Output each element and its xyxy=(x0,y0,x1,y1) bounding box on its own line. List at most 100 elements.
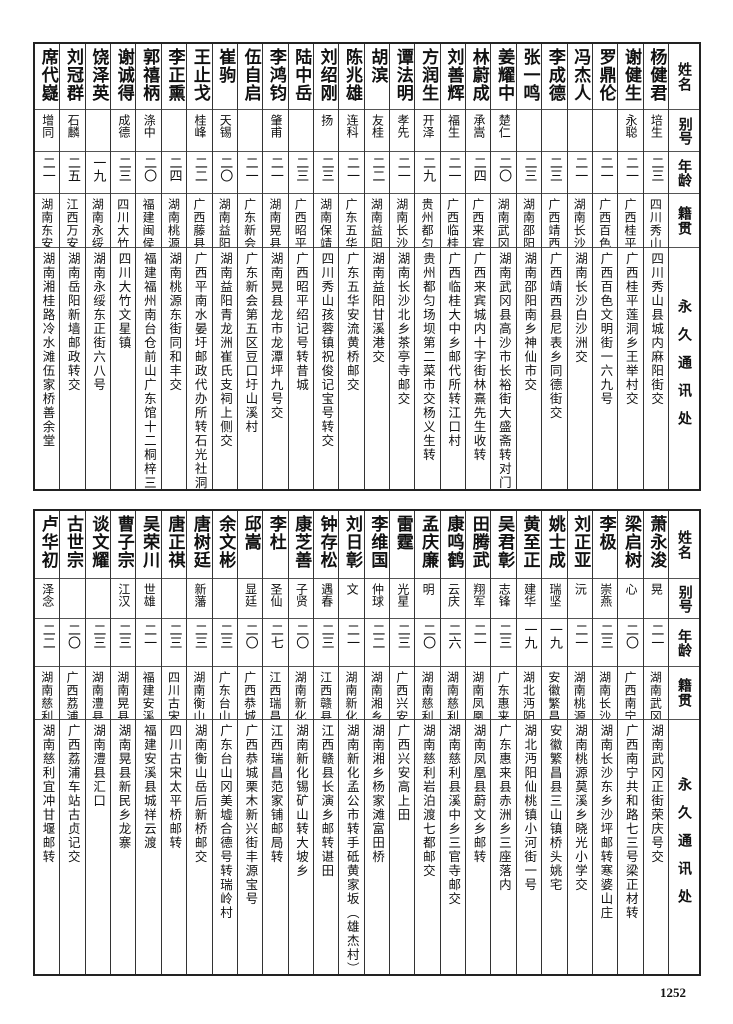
person-alias: 泽念 xyxy=(40,583,55,607)
person-address: 四川大竹文星镇 xyxy=(116,252,132,350)
person-age-cell: 二三 xyxy=(111,619,136,667)
person-origin-cell: 湖南武冈 xyxy=(491,194,516,248)
person-name-cell: 冯杰人 xyxy=(567,44,592,110)
person-alias-cell: 培生 xyxy=(643,110,668,152)
person-name: 姚士成 xyxy=(544,515,565,569)
person-alias-cell: 世雄 xyxy=(136,579,161,619)
person-origin: 广西荔浦 xyxy=(65,671,80,720)
person-origin-cell: 广东台山 xyxy=(212,667,237,720)
person-origin-cell: 湖南益阳 xyxy=(364,194,390,248)
person-age: 二一 xyxy=(572,623,588,649)
person-origin-cell: 广西藤县 xyxy=(187,194,212,248)
person-alias: 孝先 xyxy=(395,114,410,138)
person-alias-cell: 显廷 xyxy=(237,579,263,619)
person-origin-cell: 广西来宾 xyxy=(466,194,491,248)
header-name: 姓名 xyxy=(676,61,692,92)
person-alias: 世雄 xyxy=(142,583,157,607)
person-alias-cell: 增同 xyxy=(35,110,60,152)
person-origin: 广东台山 xyxy=(217,671,232,720)
person-alias-cell: 仲球 xyxy=(364,579,390,619)
person-origin-cell: 广东五华 xyxy=(339,194,364,248)
person-name-cell: 李鸿钧 xyxy=(263,44,288,110)
person-address-cell: 广西临桂大中乡邮代所转江口村 xyxy=(441,248,465,489)
person-address: 广东新会第五区豆口圩山溪村 xyxy=(243,252,259,434)
person-alias: 连科 xyxy=(345,114,360,138)
person-address-cell: 湖南晃县龙市龙潭坪九号交 xyxy=(263,248,287,489)
roster-table-bottom: 姓名 别号 年龄 籍贯 永久通讯处 萧永浚晃二一 湖南武冈 湖南武冈正街荣庆号交 梁启树心二〇广… xyxy=(33,509,701,976)
person-age-cell: 二一 xyxy=(592,152,618,194)
person-alias-cell: 孝先 xyxy=(390,110,415,152)
person-address: 湖南岳阳新墙邮政转交 xyxy=(65,252,81,392)
person-alias: 遇春 xyxy=(319,583,334,607)
person-record: 谢诚得 成德 二三 四川大竹 四川大竹文星镇 xyxy=(110,44,136,489)
header-origin: 籍贯 xyxy=(676,678,692,708)
person-alias-cell: 桂峰 xyxy=(187,110,212,152)
person-origin-cell: 广西恭城 xyxy=(237,667,263,720)
person-alias-cell: 承嵩 xyxy=(466,110,491,152)
person-address-cell: 广西兴安高上田 xyxy=(390,720,414,974)
person-origin-cell: 广西兴安 xyxy=(390,667,415,720)
person-name-cell: 刘冠群 xyxy=(60,44,85,110)
person-address: 湖南邵阳南乡神仙市交 xyxy=(522,252,538,392)
person-alias-cell: 江汉 xyxy=(111,579,136,619)
person-origin-cell: 四川古宋 xyxy=(161,667,187,720)
header-column: 姓名 别号 年龄 籍贯 永久通讯处 xyxy=(668,44,699,489)
person-alias-cell: 子贤 xyxy=(288,579,313,619)
header-alias-cell: 别号 xyxy=(669,110,699,152)
person-address-cell: 四川秀山县城内麻阳街交 xyxy=(644,248,668,489)
person-alias: 心 xyxy=(624,583,639,595)
person-record: 李成德 二三 广西靖西 广西靖西县尼表乡同德街交 xyxy=(541,44,567,489)
person-name: 黄至正 xyxy=(519,515,540,569)
person-origin: 广西藤县 xyxy=(191,198,206,248)
person-address: 湖南慈利县溪中乡三官寺邮交 xyxy=(446,724,462,906)
person-age: 二六 xyxy=(445,623,461,649)
person-name: 刘日彰 xyxy=(342,515,362,569)
person-name-cell: 张一鸣 xyxy=(516,44,542,110)
person-origin: 湖南湘乡 xyxy=(369,671,384,720)
person-record: 张一鸣 二三 湖南邵阳 湖南邵阳南乡神仙市交 xyxy=(515,44,542,489)
person-record: 钟存松 遇春 二三 江西赣县 江西赣县长演乡邮转谌田 xyxy=(312,511,339,974)
person-age-cell: 二一 xyxy=(263,152,288,194)
person-age-cell: 二二 xyxy=(364,619,390,667)
person-origin-cell: 四川大竹 xyxy=(111,194,136,248)
person-address-cell: 广东台山冈美墟合德号转瑞岭村 xyxy=(213,720,237,974)
person-age-cell: 二一 xyxy=(567,619,592,667)
person-name-cell: 谢健生 xyxy=(618,44,643,110)
person-address-cell: 福建福州南台仓前山广东馆十二桐梓三号 xyxy=(136,248,160,489)
person-alias: 开泽 xyxy=(421,114,436,138)
person-alias-cell: 云庆 xyxy=(440,579,466,619)
roster-table-top: 姓名 别号 年龄 籍贯 永久通讯处 杨健君 培生 二三 四川秀山 四川秀山县城内麻阳街交 谢健生 永聪… xyxy=(33,42,701,491)
person-name: 谭法明 xyxy=(392,48,413,102)
person-address-cell: 湖南武冈正街荣庆号交 xyxy=(644,720,668,974)
person-alias-cell xyxy=(85,579,111,619)
person-alias-cell: 友桂 xyxy=(364,110,390,152)
person-address-cell: 湖南新化锡矿山转大坡乡 xyxy=(289,720,313,974)
person-name: 姜耀中 xyxy=(494,48,515,102)
header-age-cell: 年龄 xyxy=(669,152,699,194)
person-age-cell: 二二 xyxy=(35,619,60,667)
person-alias: 光星 xyxy=(395,583,410,607)
person-name-cell: 罗鼎伦 xyxy=(592,44,618,110)
person-alias: 江汉 xyxy=(116,583,131,607)
person-age-cell: 二三 xyxy=(212,619,237,667)
person-address: 湖南益阳青龙洲崔氏支祠上侧交 xyxy=(217,252,233,448)
person-origin-cell: 湖南衡山 xyxy=(187,667,212,720)
person-origin-cell: 四川秀山 xyxy=(643,194,668,248)
person-address: 湖南长沙白沙洲交 xyxy=(572,252,588,364)
person-address-cell: 湖南长沙北乡茶亭寺邮交 xyxy=(390,248,414,489)
person-address-cell: 广西靖西县尼表乡同德街交 xyxy=(542,248,566,489)
person-origin-cell: 广西南宁 xyxy=(618,667,643,720)
person-age-cell: 二一 xyxy=(643,619,668,667)
person-alias-cell: 文 xyxy=(339,579,364,619)
person-origin-cell: 湖南慈利 xyxy=(35,667,60,720)
person-alias: 沅 xyxy=(573,583,588,595)
person-origin: 广东惠来 xyxy=(496,671,511,720)
person-origin-cell: 广西荔浦 xyxy=(60,667,85,720)
person-address: 江西瑞昌范家铺邮局转 xyxy=(268,724,284,864)
person-record: 谈文耀 二三 湖南澧县 湖南澧县汇口 xyxy=(84,511,111,974)
person-origin-cell: 湖南慈利 xyxy=(415,667,440,720)
person-age: 二〇 xyxy=(141,156,157,182)
person-origin: 广西恭城 xyxy=(242,671,257,720)
person-record: 余文彬 二三 广东台山 广东台山冈美墟合德号转瑞岭村 xyxy=(211,511,237,974)
person-age: 二〇 xyxy=(217,156,233,182)
